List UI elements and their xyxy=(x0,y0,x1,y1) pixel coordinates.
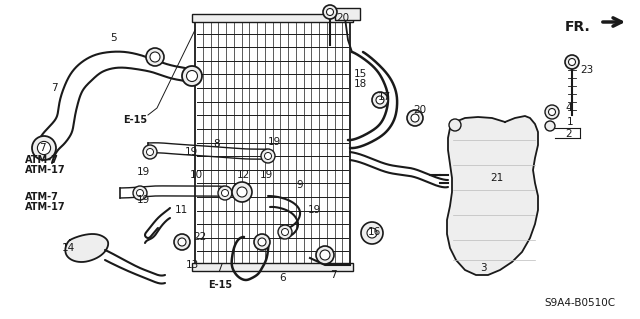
Text: E-15: E-15 xyxy=(123,115,147,125)
Circle shape xyxy=(282,228,289,235)
Text: 7: 7 xyxy=(51,83,58,93)
Circle shape xyxy=(182,66,202,86)
Circle shape xyxy=(372,92,388,108)
Bar xyxy=(195,20,350,265)
Circle shape xyxy=(264,152,271,160)
Text: 21: 21 xyxy=(490,173,503,183)
Text: 12: 12 xyxy=(237,170,250,180)
Text: 19: 19 xyxy=(137,167,150,177)
Bar xyxy=(335,8,360,20)
Circle shape xyxy=(254,234,270,250)
Text: 19: 19 xyxy=(268,137,281,147)
Text: 20: 20 xyxy=(336,13,349,23)
Circle shape xyxy=(150,52,160,62)
Polygon shape xyxy=(65,234,108,262)
Text: 22: 22 xyxy=(193,232,206,242)
Text: 5: 5 xyxy=(110,33,116,43)
Circle shape xyxy=(32,136,56,160)
Circle shape xyxy=(258,238,266,246)
Text: 20: 20 xyxy=(413,105,426,115)
Circle shape xyxy=(411,114,419,122)
Circle shape xyxy=(133,186,147,200)
Text: 15: 15 xyxy=(354,69,367,79)
Bar xyxy=(192,263,353,271)
Circle shape xyxy=(323,5,337,19)
Text: 19: 19 xyxy=(260,170,273,180)
Text: E-15: E-15 xyxy=(208,280,232,290)
Circle shape xyxy=(136,189,143,197)
Text: 4: 4 xyxy=(565,103,572,113)
Text: 23: 23 xyxy=(580,65,593,75)
Polygon shape xyxy=(447,116,538,275)
Circle shape xyxy=(143,145,157,159)
Circle shape xyxy=(316,246,334,264)
Text: 19: 19 xyxy=(185,147,198,157)
Circle shape xyxy=(237,187,247,197)
Text: ATM-17: ATM-17 xyxy=(25,202,66,212)
Circle shape xyxy=(174,234,190,250)
Circle shape xyxy=(545,121,555,131)
Text: ATM-17: ATM-17 xyxy=(25,165,66,175)
Circle shape xyxy=(221,189,228,197)
Text: 7: 7 xyxy=(330,270,337,280)
Text: 19: 19 xyxy=(137,195,150,205)
Text: 8: 8 xyxy=(213,139,220,149)
Text: 16: 16 xyxy=(368,227,381,237)
Text: 2: 2 xyxy=(565,129,572,139)
Text: ATM-7: ATM-7 xyxy=(25,192,59,202)
Text: FR.: FR. xyxy=(565,20,591,34)
Circle shape xyxy=(376,96,384,104)
Text: 14: 14 xyxy=(62,243,76,253)
Circle shape xyxy=(565,55,579,69)
Text: 3: 3 xyxy=(480,263,486,273)
Text: 19: 19 xyxy=(308,205,321,215)
Circle shape xyxy=(320,250,330,260)
Text: 13: 13 xyxy=(186,260,199,270)
Circle shape xyxy=(278,225,292,239)
Circle shape xyxy=(548,108,556,115)
Text: 11: 11 xyxy=(175,205,188,215)
Circle shape xyxy=(361,222,383,244)
Circle shape xyxy=(326,9,333,16)
Circle shape xyxy=(147,149,154,155)
Text: 17: 17 xyxy=(378,92,391,102)
Circle shape xyxy=(146,48,164,66)
Circle shape xyxy=(178,238,186,246)
Circle shape xyxy=(545,105,559,119)
Circle shape xyxy=(186,70,198,81)
Text: 10: 10 xyxy=(190,170,203,180)
Circle shape xyxy=(37,141,51,155)
Text: 7: 7 xyxy=(216,263,223,273)
Circle shape xyxy=(367,228,377,238)
Circle shape xyxy=(232,182,252,202)
Text: 1: 1 xyxy=(567,117,573,127)
Bar xyxy=(192,14,353,22)
Text: ATM-7: ATM-7 xyxy=(25,155,59,165)
Circle shape xyxy=(261,149,275,163)
Text: 18: 18 xyxy=(354,79,367,89)
Circle shape xyxy=(568,58,575,65)
Text: 6: 6 xyxy=(279,273,285,283)
Circle shape xyxy=(449,119,461,131)
Text: S9A4-B0510C: S9A4-B0510C xyxy=(544,298,615,308)
Text: 7: 7 xyxy=(39,143,45,153)
Circle shape xyxy=(407,110,423,126)
Text: 9: 9 xyxy=(296,180,303,190)
Circle shape xyxy=(218,186,232,200)
